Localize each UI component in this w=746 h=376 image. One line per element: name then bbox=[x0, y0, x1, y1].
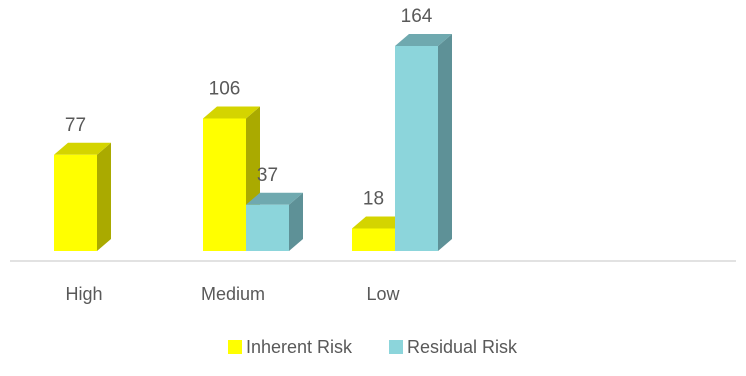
bar-residual-risk-low-top bbox=[395, 34, 452, 46]
legend-swatch-inherent-risk bbox=[228, 340, 242, 354]
legend-label-inherent-risk: Inherent Risk bbox=[246, 337, 353, 357]
legend-label-residual-risk: Residual Risk bbox=[407, 337, 518, 357]
category-label-high: High bbox=[65, 284, 102, 304]
category-label-medium: Medium bbox=[201, 284, 265, 304]
legend-swatch-residual-risk bbox=[389, 340, 403, 354]
data-label-inherent-risk-high: 77 bbox=[65, 115, 86, 136]
bar-residual-risk-low-front bbox=[395, 46, 438, 251]
bar-inherent-risk-medium-front bbox=[203, 118, 246, 251]
bar-residual-risk-low bbox=[395, 34, 452, 251]
bar-residual-risk-medium-front bbox=[246, 204, 289, 251]
bar-residual-risk-low-side bbox=[438, 34, 452, 251]
data-labels-layer: 77 106 37 18 164 bbox=[65, 6, 433, 210]
bars-layer bbox=[54, 34, 452, 251]
data-label-residual-risk-medium: 37 bbox=[257, 165, 278, 186]
bar-inherent-risk-high-top bbox=[54, 142, 111, 155]
bar-inherent-risk-high-front bbox=[54, 154, 97, 251]
legend: Inherent Risk Residual Risk bbox=[228, 337, 518, 357]
bar-inherent-risk-low-front bbox=[352, 228, 395, 251]
category-labels-layer: High Medium Low bbox=[65, 284, 400, 304]
data-label-inherent-risk-low: 18 bbox=[363, 189, 384, 210]
bar-inherent-risk-high bbox=[54, 142, 111, 251]
data-label-residual-risk-low: 164 bbox=[401, 6, 433, 27]
bar-inherent-risk-medium-top bbox=[203, 106, 260, 119]
data-label-inherent-risk-medium: 106 bbox=[209, 79, 241, 100]
bar-residual-risk-medium-side bbox=[289, 192, 303, 251]
bar-residual-risk-medium bbox=[246, 192, 303, 251]
bar-inherent-risk-low-top bbox=[352, 216, 409, 229]
bar-inherent-risk-high-side bbox=[97, 142, 111, 251]
category-label-low: Low bbox=[366, 284, 400, 304]
bar-residual-risk-medium-top bbox=[246, 192, 303, 205]
